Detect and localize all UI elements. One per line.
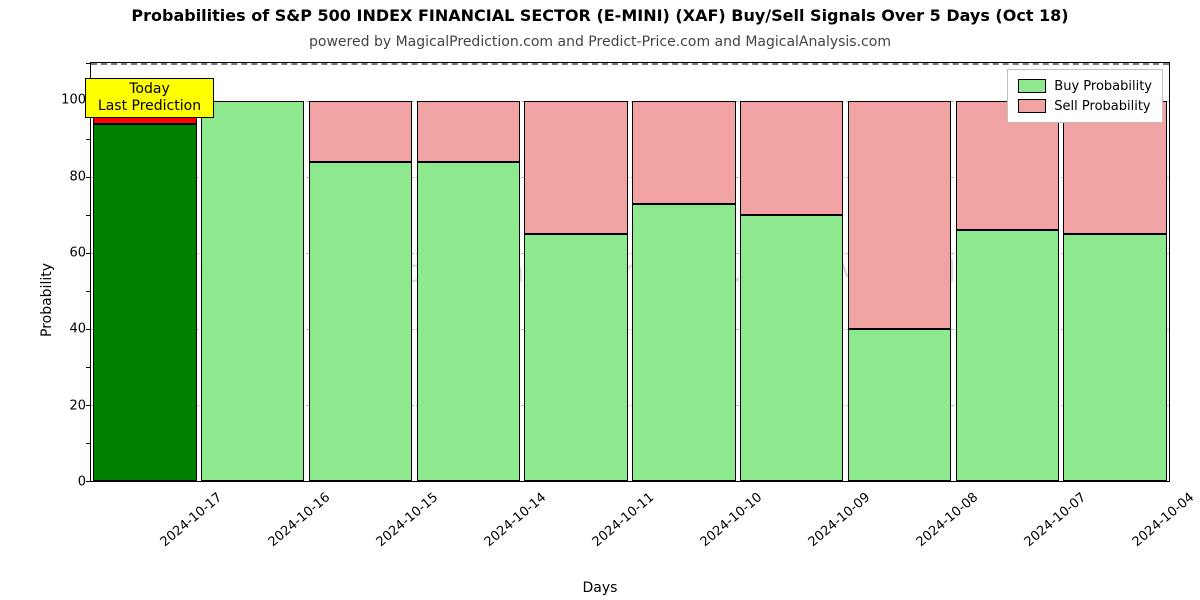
x-tick-label: 2024-10-11 [590,490,658,550]
x-tick-label: 2024-10-09 [806,490,874,550]
legend-item: Buy Probability [1018,76,1152,96]
x-axis-label: Days [0,580,1200,596]
buy-bar-segment [740,215,843,481]
y-minor-tick [86,405,91,406]
bar-column [956,63,1059,481]
bar-column [417,63,520,481]
sell-bar-segment [632,101,735,204]
plot-area: MagicalAnalysis.comMagicalAnalysis.comMa… [90,62,1170,482]
legend-label: Sell Probability [1054,99,1150,114]
legend-item: Sell Probability [1018,96,1152,116]
legend-swatch [1018,79,1046,93]
x-tick-label: 2024-10-15 [374,490,442,550]
legend: Buy Probability Sell Probability [1007,69,1163,123]
buy-bar-segment [417,162,520,481]
y-axis-label: Probability [39,263,55,337]
sell-bar-segment [309,101,412,162]
y-minor-tick [86,481,91,482]
bar-column [524,63,627,481]
sell-bar-segment [524,101,627,234]
x-tick-label: 2024-10-07 [1022,490,1090,550]
bar-column [201,63,304,481]
bar-column [93,63,196,481]
buy-bar-segment [309,162,412,481]
y-minor-tick [86,253,91,254]
sell-bar-segment [740,101,843,215]
y-minor-tick [86,63,91,64]
y-tick-label: 20 [46,398,86,413]
buy-bar-segment [1063,234,1166,481]
x-tick-label: 2024-10-17 [158,490,226,550]
x-tick-label: 2024-10-16 [266,490,334,550]
y-minor-tick [86,215,91,216]
bar-column [632,63,735,481]
y-minor-tick [86,443,91,444]
y-tick-label: 80 [46,169,86,184]
chart-title: Probabilities of S&P 500 INDEX FINANCIAL… [0,6,1200,25]
buy-bar-segment [848,329,951,481]
today-annotation-line2: Last Prediction [98,98,201,115]
bar-column [1063,63,1166,481]
chart-subtitle: powered by MagicalPrediction.com and Pre… [0,34,1200,50]
bar-column [309,63,412,481]
y-minor-tick [86,291,91,292]
buy-bar-segment [632,204,735,481]
y-tick-label: 100 [46,93,86,108]
sell-bar-segment [417,101,520,162]
y-minor-tick [86,367,91,368]
legend-swatch [1018,99,1046,113]
buy-bar-segment [524,234,627,481]
today-annotation-line1: Today [98,81,201,98]
y-minor-tick [86,329,91,330]
today-annotation: TodayLast Prediction [85,78,214,118]
x-tick-label: 2024-10-14 [482,490,550,550]
buy-bar-segment [93,124,196,481]
y-tick-label: 60 [46,245,86,260]
bar-column [848,63,951,481]
x-tick-label: 2024-10-10 [698,490,766,550]
x-tick-label: 2024-10-08 [914,490,982,550]
chart-root: Probabilities of S&P 500 INDEX FINANCIAL… [0,0,1200,600]
buy-bar-segment [956,230,1059,481]
buy-bar-segment [201,101,304,481]
legend-label: Buy Probability [1054,79,1152,94]
sell-bar-segment [848,101,951,329]
y-minor-tick [86,177,91,178]
y-tick-label: 0 [46,475,86,490]
bar-column [740,63,843,481]
y-minor-tick [86,139,91,140]
x-tick-label: 2024-10-04 [1130,490,1198,550]
